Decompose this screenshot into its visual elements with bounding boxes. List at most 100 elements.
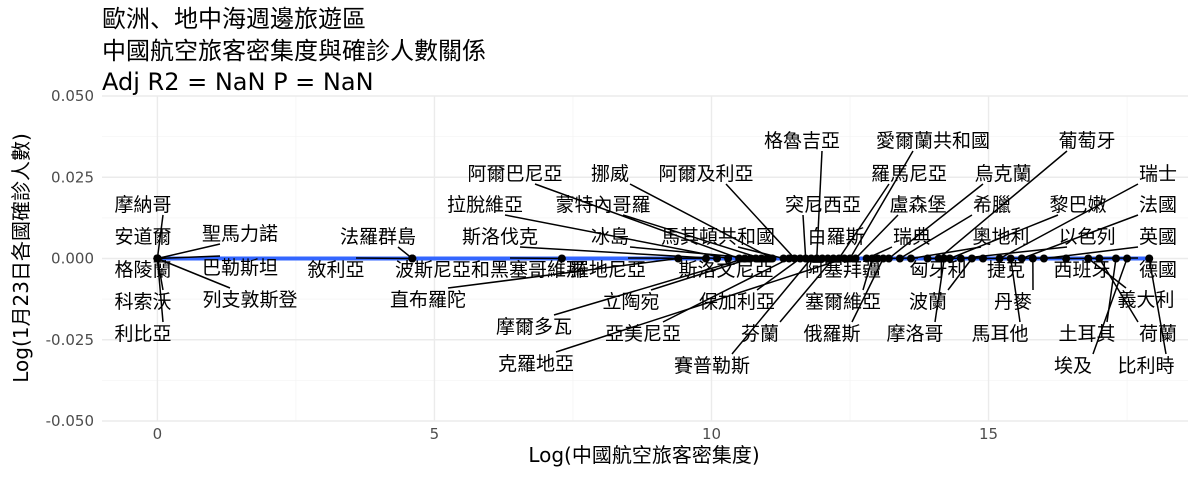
- data-point: [1017, 254, 1026, 263]
- point-label: 保加利亞: [699, 291, 775, 313]
- data-point: [557, 254, 566, 263]
- y-axis-ticks: -0.050 -0.025 0.000 0.025 0.050: [46, 87, 94, 430]
- leader-line: [1087, 257, 1127, 289]
- point-label: 立陶宛: [602, 291, 659, 313]
- leader-line: [553, 257, 745, 316]
- leader-line: [157, 257, 231, 289]
- data-point: [978, 254, 987, 263]
- data-point: [796, 254, 805, 263]
- point-label: 直布羅陀: [390, 289, 466, 311]
- data-point: [934, 254, 943, 263]
- leader-line: [355, 257, 413, 260]
- data-point: [823, 254, 832, 263]
- point-label: 格陵蘭: [114, 259, 171, 281]
- data-point: [818, 254, 827, 263]
- leader-line: [949, 214, 1059, 260]
- data-point: [1084, 254, 1093, 263]
- leader-line: [509, 257, 562, 260]
- point-label: 奧地利: [972, 226, 1029, 248]
- leader-line: [855, 214, 899, 260]
- point-label: 阿爾及利亞: [658, 163, 753, 185]
- data-point: [1039, 254, 1048, 263]
- leader-line: [555, 257, 845, 353]
- leader-line: [947, 258, 973, 291]
- label-leader-lines: [156, 150, 1167, 355]
- point-label: 土耳其: [1058, 323, 1115, 345]
- leader-line: [1092, 258, 1128, 355]
- point-label: 波斯尼亞和黑塞哥維那: [395, 259, 585, 281]
- point-label: 芬蘭: [741, 323, 779, 345]
- title-line-1: 歐洲、地中海週邊旅遊區: [102, 5, 366, 33]
- point-label: 捷克: [987, 259, 1025, 281]
- chart-title: 歐洲、地中海週邊旅遊區 中國航空旅客密集度與確診人數關係 Adj R2 = Na…: [102, 5, 486, 96]
- point-label: 德國: [1139, 259, 1177, 281]
- y-tick-label: 0.000: [51, 250, 94, 268]
- leader-line: [802, 214, 807, 259]
- y-tick-label: 0.050: [51, 87, 94, 105]
- leader-line: [157, 255, 221, 260]
- leader-line: [999, 183, 1139, 260]
- title-line-2: 中國航空旅客密集度與確診人數關係: [102, 37, 486, 65]
- leader-line: [851, 258, 884, 323]
- point-label: 希臘: [973, 194, 1011, 216]
- point-label: 摩納哥: [114, 194, 171, 216]
- x-tick-label: 0: [153, 425, 163, 443]
- point-label: 法國: [1139, 194, 1177, 216]
- x-tick-label: 5: [430, 425, 440, 443]
- point-label: 英國: [1139, 226, 1177, 248]
- data-point: [801, 254, 810, 263]
- point-label: 匈牙利: [909, 259, 966, 281]
- data-point: [812, 254, 821, 263]
- point-label: 丹麥: [994, 291, 1032, 313]
- y-axis-title: Log(1月23日各國確診人數): [9, 133, 33, 383]
- point-label: 羅馬尼亞: [871, 163, 947, 185]
- point-label: 馬其頓共和國: [661, 226, 775, 248]
- data-point: [768, 254, 777, 263]
- point-label: 挪威: [591, 163, 629, 185]
- data-point: [956, 254, 965, 263]
- point-label: 巴勒斯坦: [202, 257, 278, 279]
- x-axis-title: Log(中國航空旅客密集度): [528, 443, 759, 467]
- x-tick-label: 10: [702, 425, 721, 443]
- data-point: [1028, 254, 1037, 263]
- data-point: [762, 254, 771, 263]
- point-label: 俄羅斯: [803, 323, 860, 345]
- y-tick-label: -0.025: [46, 331, 94, 349]
- point-label: 盧森堡: [889, 194, 946, 216]
- leader-line: [1148, 258, 1167, 355]
- y-tick-label: 0.025: [51, 168, 94, 186]
- data-point: [995, 254, 1004, 263]
- data-point: [757, 254, 766, 263]
- data-point: [790, 254, 799, 263]
- point-label: 斯洛文尼亞: [678, 259, 773, 281]
- leader-line: [862, 258, 873, 291]
- x-axis-ticks: 0 5 10 15: [153, 425, 998, 443]
- point-label: 波蘭: [909, 291, 947, 313]
- title-line-3: Adj R2 = NaN P = NaN: [102, 68, 374, 96]
- point-label: 羅地尼亞: [570, 259, 646, 281]
- leader-line: [779, 258, 834, 323]
- leader-line: [157, 243, 221, 260]
- point-label: 摩洛哥: [886, 323, 943, 345]
- point-label: 突尼西亞: [785, 194, 861, 216]
- point-label: 冰島: [591, 226, 629, 248]
- point-label: 阿爾巴尼亞: [467, 163, 562, 185]
- data-point: [834, 254, 843, 263]
- leader-line: [1098, 258, 1139, 323]
- point-label: 阿塞拜疆: [805, 259, 881, 281]
- leader-line: [519, 246, 718, 260]
- data-point: [868, 254, 877, 263]
- leader-line: [156, 258, 164, 323]
- point-label: 西班牙: [1053, 259, 1110, 281]
- point-label: 賽普勒斯: [674, 355, 750, 377]
- data-point: [746, 254, 755, 263]
- data-point: [906, 254, 915, 263]
- leader-line: [662, 257, 790, 323]
- y-tick-label: -0.050: [46, 412, 94, 430]
- data-point: [1062, 254, 1071, 263]
- leader-line: [504, 214, 729, 260]
- data-point: [967, 254, 976, 263]
- point-label: 比利時: [1117, 355, 1174, 377]
- point-label: 瑞士: [1139, 163, 1177, 185]
- leader-line: [938, 150, 1068, 260]
